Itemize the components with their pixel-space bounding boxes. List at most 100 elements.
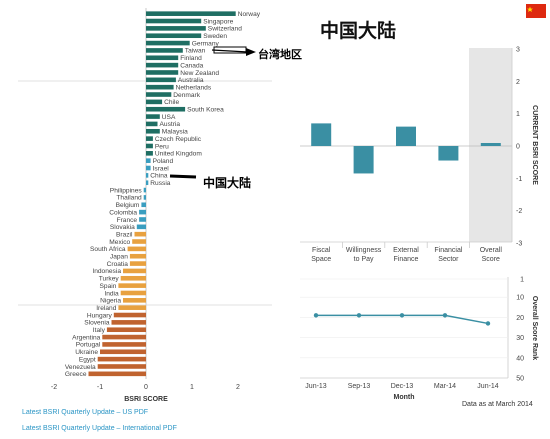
country-label: Nigeria (100, 298, 121, 305)
country-label: Australia (178, 77, 204, 84)
country-label: Turkey (99, 276, 120, 283)
country-bar (129, 253, 146, 259)
component-y-tick: 1 (516, 111, 520, 118)
month-x-tick: Jun-14 (477, 383, 499, 390)
country-bar (143, 187, 146, 193)
month-x-tick: Sep-13 (348, 383, 371, 390)
country-label: Ukraine (75, 349, 98, 356)
country-label: Canada (180, 62, 203, 69)
component-bar (480, 143, 501, 146)
rank-x-axis-label: BSRI SCORE (124, 396, 168, 403)
country-bar (139, 217, 146, 222)
country-label: Slovenia (84, 320, 110, 327)
country-label: Denmark (173, 92, 200, 99)
china-callout: 中国大陆 (169, 174, 251, 190)
country-bar (146, 136, 153, 141)
country-bar (102, 342, 146, 347)
country-bar (123, 268, 146, 274)
month-x-tick: Dec-13 (391, 383, 414, 390)
country-bar (113, 312, 146, 318)
overall-rank-chart: 1 10 20 30 40 50 Jun-13 Sep-13 Dec-13 Mar-14 Jun-… (300, 277, 538, 401)
country-bar (136, 224, 146, 230)
country-bar (146, 173, 149, 178)
country-bar (134, 231, 146, 237)
month-axis-label: Month (394, 394, 415, 401)
country-label: Chile (164, 99, 179, 106)
country-label: Poland (153, 158, 174, 165)
country-bar (146, 26, 206, 31)
country-label: India (104, 290, 119, 297)
country-bar (127, 246, 146, 252)
country-bar (111, 320, 146, 325)
country-label: Slovakia (110, 224, 135, 231)
country-bar (146, 128, 160, 134)
component-bar (396, 126, 416, 146)
country-bar (146, 99, 163, 105)
component-x-label: Willingness to Pay (346, 247, 382, 263)
china-callout-label: 中国大陆 (203, 175, 251, 190)
international-pdf-link[interactable]: Latest BSRI Quarterly Update – Internati… (22, 425, 177, 432)
component-y-axis-label: CURRENT BSRI SCORE (531, 105, 538, 185)
country-label: Ireland (96, 305, 116, 312)
china-flag-icon (526, 4, 546, 18)
country-bar (146, 84, 174, 90)
country-bar (146, 77, 176, 83)
component-y-tick: -2 (516, 208, 522, 215)
country-ranking-chart: NorwaySingaporeSwitzerlandSwedenGermanyT… (18, 8, 272, 403)
country-bar (118, 283, 146, 288)
country-label: Croatia (107, 261, 129, 268)
country-label: USA (162, 114, 176, 121)
month-x-tick: Jun-13 (305, 383, 327, 390)
rank-x-tick: -1 (97, 384, 103, 391)
country-bar (146, 165, 151, 171)
rank-y-tick: 30 (516, 335, 524, 342)
country-bar (146, 143, 153, 149)
rank-y-axis-label: Overall Score Rank (531, 296, 538, 360)
country-bar (146, 121, 158, 127)
rank-point (399, 313, 405, 318)
country-label: United Kingdom (155, 151, 202, 158)
data-date-note: Data as at March 2014 (462, 401, 533, 408)
country-label: Japan (110, 254, 128, 261)
country-bar (120, 290, 146, 296)
country-label: Venezuela (65, 364, 96, 371)
component-y-tick: 3 (516, 47, 520, 54)
country-label: South Korea (187, 107, 224, 114)
country-label: Portugal (76, 342, 101, 349)
rank-y-tick: 10 (516, 295, 524, 302)
current-score-chart: 3 2 1 0 -1 -2 -3 Fiscal Space Willingness to Pay E… (300, 47, 538, 263)
country-label: Singapore (203, 18, 233, 25)
country-bar (146, 18, 202, 24)
country-label: Peru (155, 143, 169, 150)
us-pdf-link[interactable]: Latest BSRI Quarterly Update – US PDF (22, 409, 149, 416)
country-label: Colombia (109, 209, 137, 216)
rank-x-tick: 1 (190, 384, 194, 391)
country-label: Malaysia (162, 129, 188, 136)
country-label: Indonesia (92, 268, 121, 275)
country-label: Spain (100, 283, 117, 290)
taiwan-callout: 台湾地区 (211, 46, 302, 61)
rank-x-tick: 2 (236, 384, 240, 391)
country-label: France (117, 217, 138, 224)
country-label: Taiwan (185, 48, 206, 55)
country-bar (88, 371, 146, 377)
component-y-tick: 0 (516, 144, 520, 151)
country-bar (139, 209, 146, 215)
country-label: Israel (153, 165, 170, 172)
country-bar (132, 239, 146, 244)
country-label: China (150, 173, 168, 180)
rank-x-tick: 0 (144, 384, 148, 391)
country-bar (146, 106, 186, 112)
country-bar (146, 151, 153, 156)
country-label: Norway (238, 11, 261, 18)
country-bar (120, 275, 146, 281)
country-label: Hungary (87, 312, 113, 319)
month-x-tick: Mar-14 (434, 383, 456, 390)
country-bar (146, 55, 179, 61)
country-label: Brazil (116, 231, 133, 238)
country-bar (146, 33, 202, 39)
component-y-tick: 2 (516, 79, 520, 86)
country-bar (146, 48, 183, 53)
component-bar (311, 123, 332, 146)
country-bar (146, 92, 172, 97)
